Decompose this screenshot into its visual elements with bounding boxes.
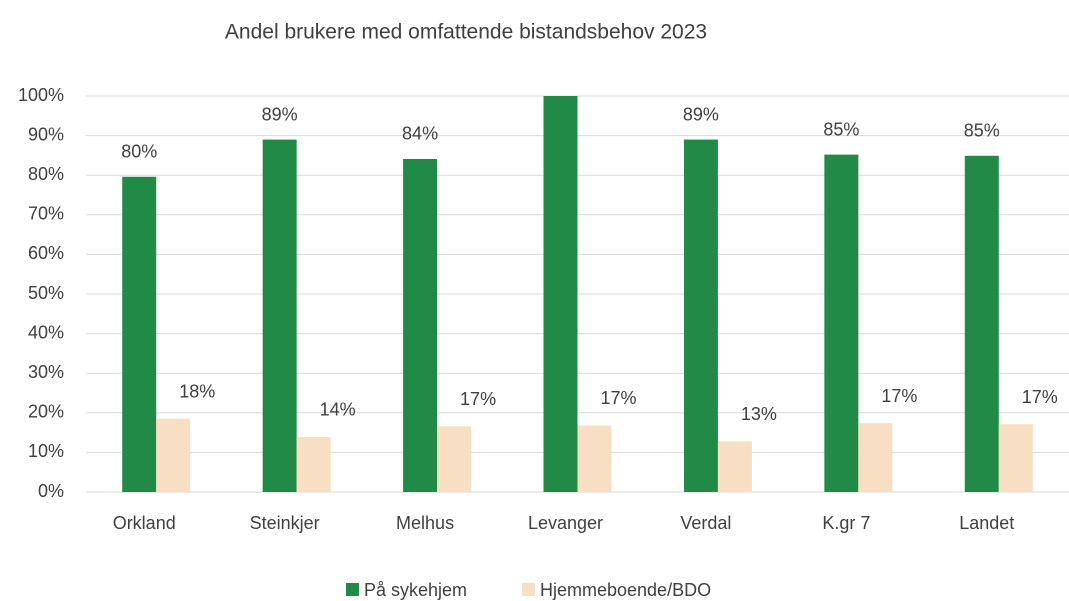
y-tick-label: 50% <box>28 283 64 303</box>
data-label: 89% <box>262 104 298 124</box>
y-tick-label: 60% <box>28 243 64 263</box>
legend-swatch <box>346 583 359 596</box>
legend-swatch <box>522 583 535 596</box>
bar <box>964 155 999 492</box>
y-tick-label: 0% <box>38 481 64 501</box>
y-tick-label: 90% <box>28 124 64 144</box>
bar <box>577 425 612 492</box>
data-label: 17% <box>881 386 917 406</box>
bar <box>262 139 297 492</box>
y-tick-label: 70% <box>28 204 64 224</box>
legend-label: Hjemmeboende/BDO <box>540 580 711 600</box>
bar <box>998 424 1033 492</box>
bar <box>717 441 752 492</box>
bar <box>437 426 472 492</box>
x-tick-label: Landet <box>959 513 1014 533</box>
data-label: 80% <box>121 142 157 162</box>
y-tick-label: 80% <box>28 164 64 184</box>
data-label: 14% <box>320 400 356 420</box>
y-tick-label: 40% <box>28 322 64 342</box>
bar <box>858 423 893 492</box>
x-tick-label: Melhus <box>396 513 454 533</box>
x-tick-label: Verdal <box>680 513 731 533</box>
legend-label: På sykehjem <box>364 580 467 600</box>
data-label: 85% <box>964 121 1000 141</box>
bar <box>543 96 578 492</box>
x-tick-label: Steinkjer <box>250 513 320 533</box>
bar <box>296 436 331 492</box>
x-tick-label: K.gr 7 <box>822 513 870 533</box>
bar <box>122 176 157 492</box>
x-tick-label: Levanger <box>528 513 603 533</box>
bar <box>156 418 191 492</box>
data-label: 18% <box>179 381 215 401</box>
bar <box>403 158 438 493</box>
data-label: 17% <box>460 389 496 409</box>
data-label: 17% <box>600 388 636 408</box>
y-tick-label: 30% <box>28 362 64 382</box>
chart-title: Andel brukere med omfattende bistandsbeh… <box>225 21 707 44</box>
data-label: 84% <box>402 124 438 144</box>
bar <box>683 139 718 492</box>
bar <box>824 154 859 492</box>
data-label: 13% <box>741 404 777 424</box>
x-tick-label: Orkland <box>113 513 176 533</box>
data-label: 85% <box>823 119 859 139</box>
data-label: 89% <box>683 104 719 124</box>
data-label: 17% <box>1022 387 1058 407</box>
y-tick-label: 10% <box>28 441 64 461</box>
y-tick-label: 100% <box>18 85 64 105</box>
y-tick-label: 20% <box>28 402 64 422</box>
